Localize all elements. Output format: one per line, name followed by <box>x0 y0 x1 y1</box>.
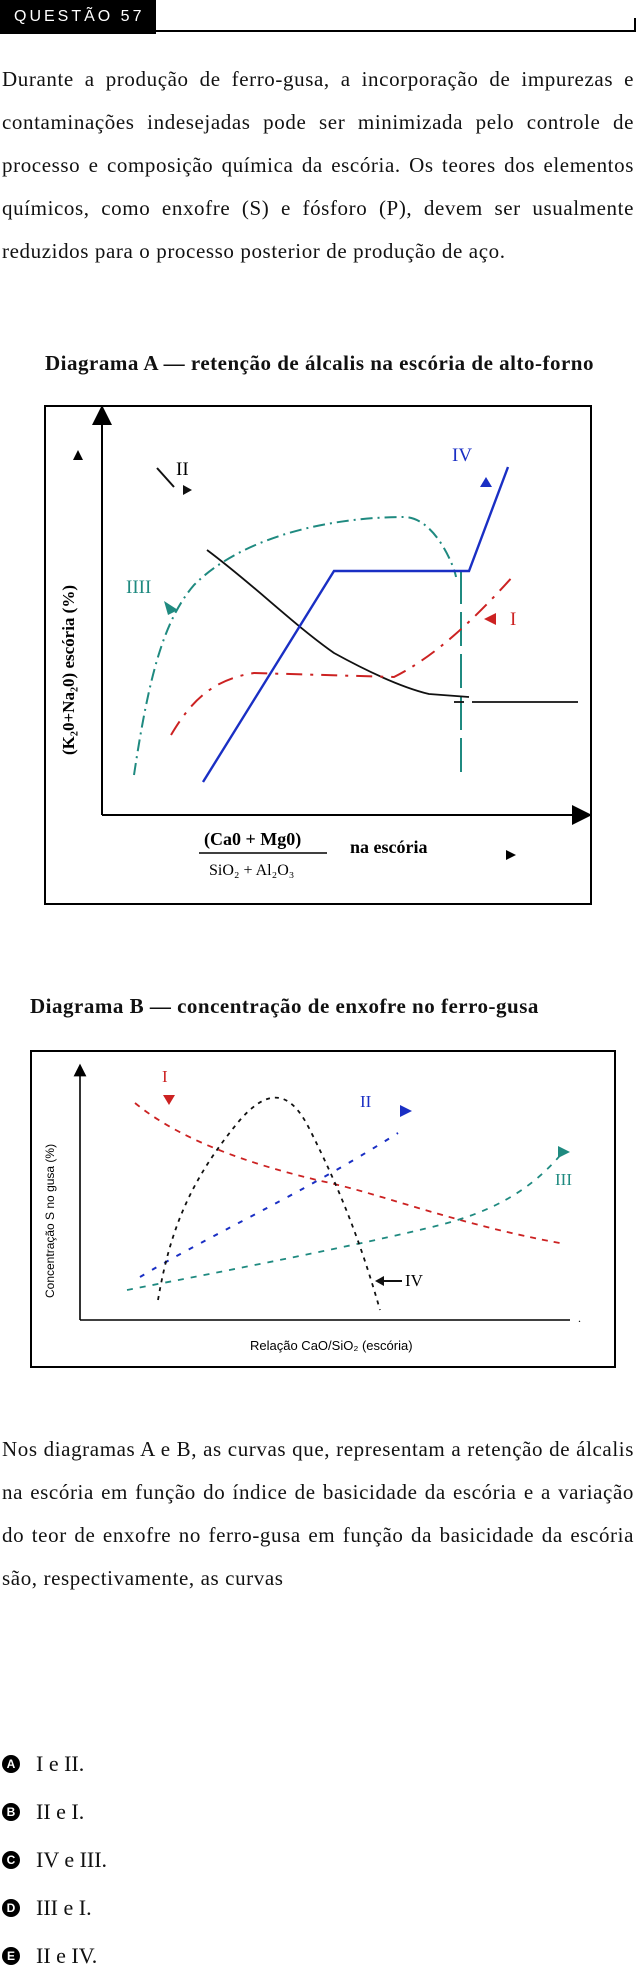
diagram-a-iii-arrowhead <box>164 601 178 615</box>
diagram-b-iii-arrowhead <box>558 1146 570 1158</box>
diagram-a-curve-i <box>170 574 515 736</box>
choice-e-text: II e IV. <box>36 1943 98 1968</box>
diagram-b: . Concentração S no gusa (%) I II III IV… <box>30 1050 616 1368</box>
diagram-b-label-i: I <box>162 1067 168 1086</box>
diagram-a-xlabel-den: SiO₂ + Al₂O₃ <box>209 862 294 879</box>
diagram-a-label-i: I <box>510 609 516 630</box>
diagram-a-frame <box>44 405 592 905</box>
question-text: Nos diagramas A e B, as curvas que, repr… <box>2 1437 634 1590</box>
choice-c-text: IV e III. <box>36 1847 108 1872</box>
diagram-b-i-arrowhead <box>163 1095 175 1105</box>
diagram-b-frame <box>30 1050 616 1368</box>
diagram-b-label-iii: III <box>555 1170 572 1189</box>
choice-a-text: I e II. <box>36 1751 85 1776</box>
diagram-b-ii-arrowhead <box>400 1105 412 1117</box>
diagram-b-curve-ii <box>139 1132 399 1278</box>
diagram-a-xlabel-suffix: na escória <box>350 837 427 857</box>
choice-a-badge: A <box>2 1755 20 1773</box>
answer-choices: A I e II. B II e I. C IV e III. D III e … <box>0 1740 400 1980</box>
header-rule <box>156 30 636 32</box>
diagram-b-ylabel: Concentração S no gusa (%) <box>43 1144 57 1298</box>
diagram-b-title: Diagrama B — concentração de enxofre no … <box>30 994 539 1018</box>
diagram-a: (K₂0+Na₂0) escória (%) II IV IIII I (Ca0… <box>44 405 592 905</box>
diagram-a-label-iv: IV <box>452 445 472 466</box>
choice-d[interactable]: D III e I. <box>0 1884 400 1932</box>
choice-b-text: II e I. <box>36 1799 85 1824</box>
choice-c-badge: C <box>2 1851 20 1869</box>
diagram-a-xlabel-num: (Ca0 + Mg0) <box>204 829 301 850</box>
diagram-b-xlabel: Relação CaO/SiO₂ (escória) <box>250 1338 413 1353</box>
choice-e[interactable]: E II e IV. <box>0 1932 400 1980</box>
diagram-a-title: Diagrama A — retenção de álcalis na escó… <box>45 351 594 375</box>
diagram-a-y-arrow-mark <box>73 450 83 460</box>
diagram-a-curve-iii <box>133 515 457 776</box>
diagram-a-ylabel: (K₂0+Na₂0) escória (%) <box>59 585 78 755</box>
choice-e-badge: E <box>2 1947 20 1965</box>
diagram-a-label-ii: II <box>176 459 189 480</box>
diagram-a-curve-ii <box>206 549 470 698</box>
choice-c[interactable]: C IV e III. <box>0 1836 400 1884</box>
diagram-a-curve-iv <box>201 466 510 783</box>
diagram-b-label-ii: II <box>360 1092 372 1111</box>
diagram-a-label-iii: IIII <box>126 577 151 598</box>
diagram-a-ii-arrowhead <box>183 485 192 495</box>
diagram-b-label-iv: IV <box>405 1271 424 1290</box>
diagram-b-iv-arrowhead <box>375 1276 384 1286</box>
question-number: QUESTÃO 57 <box>0 0 156 34</box>
diagram-a-x-arrow-mark <box>506 850 516 860</box>
diagram-a-ii-pointer <box>156 467 175 488</box>
choice-b-badge: B <box>2 1803 20 1821</box>
intro-text: Durante a produção de ferro-gusa, a inco… <box>2 67 634 263</box>
diagram-b-axis-end-dot: . <box>578 1311 581 1325</box>
choice-b[interactable]: B II e I. <box>0 1788 400 1836</box>
question-header: QUESTÃO 57 <box>0 0 638 34</box>
diagram-b-curve-i <box>134 1102 566 1245</box>
choice-d-badge: D <box>2 1899 20 1917</box>
diagram-a-i-arrowhead <box>484 613 496 625</box>
diagram-a-iv-arrowhead <box>480 477 492 487</box>
choice-a[interactable]: A I e II. <box>0 1740 400 1788</box>
header-tick <box>634 18 636 32</box>
choice-d-text: III e I. <box>36 1895 92 1920</box>
